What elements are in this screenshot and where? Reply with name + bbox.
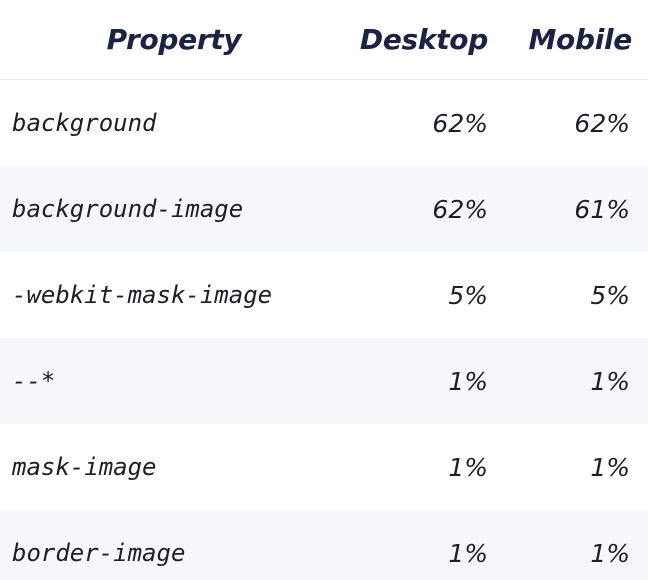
mobile-cell: 1% [590, 538, 630, 568]
property-column-header: Property [106, 23, 242, 56]
mobile-cell: 62% [574, 108, 630, 138]
table-header-row: Property Desktop Mobile [0, 0, 648, 80]
property-cell: -webkit-mask-image [12, 281, 273, 309]
table-row: background-image 62% 61% [0, 166, 648, 252]
table-row: background 62% 62% [0, 80, 648, 166]
desktop-cell: 62% [432, 108, 488, 138]
table-row: -webkit-mask-image 5% 5% [0, 252, 648, 338]
table-row: --* 1% 1% [0, 338, 648, 424]
property-cell: --* [12, 367, 56, 395]
table-row: border-image 1% 1% [0, 510, 648, 580]
desktop-cell: 1% [448, 452, 488, 482]
desktop-cell: 62% [432, 194, 488, 224]
table-row: mask-image 1% 1% [0, 424, 648, 510]
mobile-cell: 1% [590, 366, 630, 396]
mobile-cell: 5% [590, 280, 630, 310]
desktop-cell: 1% [448, 366, 488, 396]
desktop-cell: 1% [448, 538, 488, 568]
property-cell: border-image [12, 539, 186, 567]
mobile-column-header: Mobile [528, 23, 632, 56]
desktop-column-header: Desktop [359, 23, 488, 56]
property-cell: background [12, 109, 157, 137]
desktop-cell: 5% [448, 280, 488, 310]
mobile-cell: 61% [574, 194, 630, 224]
property-cell: background-image [12, 195, 244, 223]
mobile-cell: 1% [590, 452, 630, 482]
property-cell: mask-image [12, 453, 157, 481]
